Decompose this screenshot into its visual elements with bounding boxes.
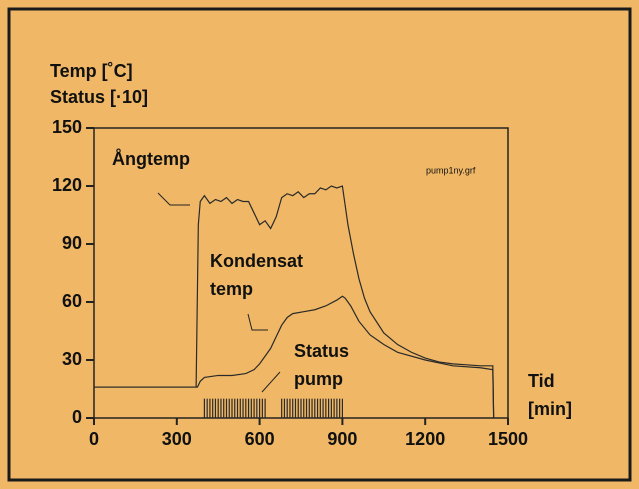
y-tick-label: 30 (62, 349, 82, 369)
y-tick-label: 150 (52, 117, 82, 137)
leader-line (247, 313, 268, 331)
data-line (94, 295, 495, 419)
x-tick-label: 300 (162, 429, 192, 449)
x-tick-label: 900 (327, 429, 357, 449)
data-line (94, 185, 495, 419)
leader-line (157, 192, 190, 206)
file-label: pump1ny.grf (426, 165, 476, 175)
x-tick-label: 600 (245, 429, 275, 449)
y-tick-label: 0 (72, 407, 82, 427)
x-tick-label: 0 (89, 429, 99, 449)
x-axis-label: Tid (528, 371, 555, 391)
series-label: Kondensat (210, 251, 303, 271)
y-tick-label: 120 (52, 175, 82, 195)
x-tick-label: 1200 (405, 429, 445, 449)
series-label: Status (294, 341, 349, 361)
x-tick-label: 1500 (488, 429, 528, 449)
y-tick-label: 60 (62, 291, 82, 311)
y-axis-label: Status [·10] (50, 87, 148, 107)
series-label: temp (210, 279, 253, 299)
frame (7, 7, 632, 482)
series-label: Ångtemp (112, 149, 190, 169)
x-axis-label: [min] (528, 399, 572, 419)
y-axis-label: Temp [˚C] (50, 61, 133, 81)
series-label: pump (294, 369, 343, 389)
leader-line (261, 371, 281, 393)
y-tick-label: 90 (62, 233, 82, 253)
